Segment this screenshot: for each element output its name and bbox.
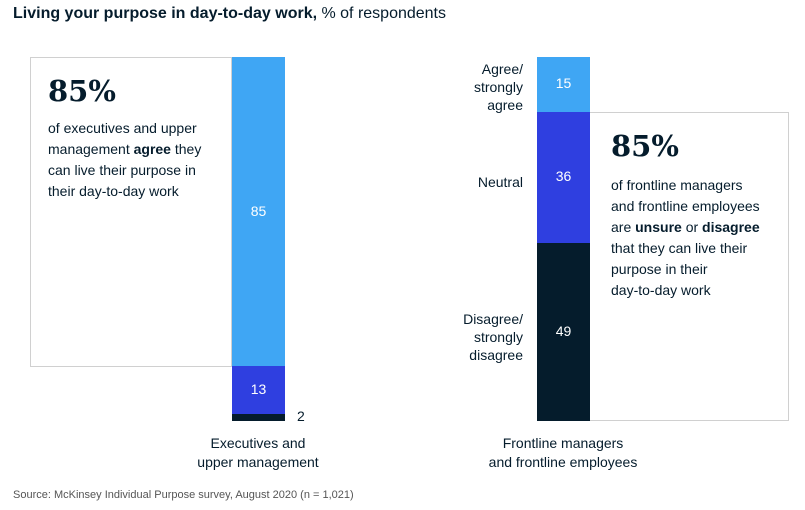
callout-line: of executives and upper	[48, 120, 197, 136]
callout-line: purpose in their	[611, 261, 708, 277]
callout-emphasis: disagree	[702, 219, 760, 235]
callout-line: are unsure or disagree	[611, 219, 760, 235]
callout-emphasis: agree	[133, 141, 171, 157]
chart-title-rest: % of respondents	[317, 5, 446, 22]
callout-line: that they can live their	[611, 240, 748, 256]
callout-line: day-to-day work	[611, 282, 711, 298]
callout-line: of frontline managers	[611, 177, 743, 193]
bar-value-label: 49	[555, 322, 572, 339]
callout-line: their day-to-day work	[48, 183, 179, 199]
category-label-frontline: Frontline managers and frontline employe…	[488, 435, 638, 470]
bar-value-label: 13	[250, 381, 267, 398]
callout-line: and frontline employees	[611, 198, 760, 214]
chart-title-bold: Living your purpose in day-to-day work,	[13, 5, 318, 22]
bar-value-label: 85	[250, 202, 267, 219]
callout-emphasis: unsure	[635, 219, 682, 235]
callout-line: can live their purpose in	[48, 162, 196, 178]
bar-segment-executives-2	[232, 413, 285, 421]
source-note: Source: McKinsey Individual Purpose surv…	[13, 489, 354, 501]
bar-value-label: 36	[555, 168, 572, 185]
bar-segment-frontline-0	[537, 57, 590, 112]
bar-segment-frontline-1	[537, 111, 590, 243]
callout-big-number-frontline: 85%	[611, 129, 679, 163]
bar-value-label-outside: 2	[297, 408, 305, 425]
callout-line: management agree they	[48, 141, 202, 157]
callout-box-frontline	[589, 112, 789, 421]
chart-title: Living your purpose in day-to-day work, …	[13, 5, 446, 23]
bar-segment-executives-1	[232, 366, 285, 414]
callout-box-executives	[30, 57, 232, 367]
bar-value-label: 15	[555, 75, 572, 92]
response-label-agree: Agree/ strongly agree	[473, 61, 523, 113]
category-label-executives: Executives and upper management	[197, 435, 319, 470]
response-label-neutral: Neutral	[477, 174, 523, 190]
callout-big-number-executives: 85%	[48, 74, 116, 108]
response-label-disagree: Disagree/ strongly disagree	[463, 311, 523, 363]
callout-text-frontline: of frontline managers and frontline empl…	[611, 175, 786, 301]
callout-text-executives: of executives and upper management agree…	[48, 118, 228, 202]
bar-segment-executives-0	[232, 57, 285, 367]
bar-segment-frontline-2	[537, 242, 590, 421]
